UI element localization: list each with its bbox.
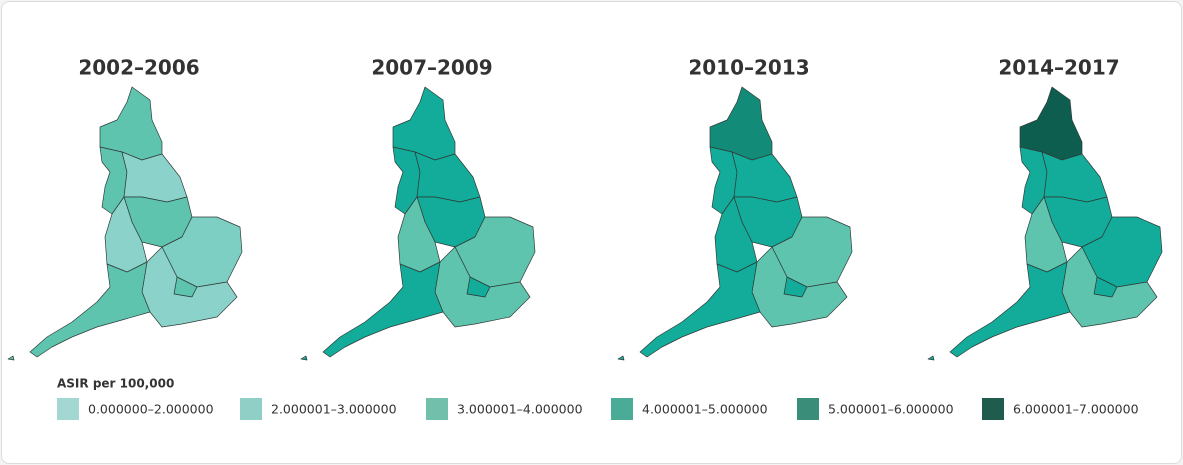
islands <box>927 355 935 361</box>
region <box>1061 246 1158 328</box>
panel-title: 2010–2013 <box>688 56 809 80</box>
legend-label: 4.000001–5.000000 <box>642 402 768 417</box>
region <box>1041 151 1108 203</box>
panel-title: 2007–2009 <box>371 56 492 80</box>
legend-swatch <box>426 398 448 420</box>
panel-title: 2014–2017 <box>998 56 1119 80</box>
legend-label: 3.000001–4.000000 <box>457 402 583 417</box>
region <box>751 246 848 328</box>
legend-label: 2.000001–3.000000 <box>271 402 397 417</box>
region <box>639 261 761 358</box>
england-map <box>617 86 853 361</box>
region <box>434 246 531 328</box>
region <box>141 246 238 328</box>
islands <box>300 355 308 361</box>
legend-label: 5.000001–6.000000 <box>828 402 954 417</box>
england-map <box>7 86 243 361</box>
region <box>121 151 188 203</box>
legend-swatch <box>797 398 819 420</box>
legend-swatch <box>57 398 79 420</box>
legend-swatch <box>240 398 262 420</box>
region <box>949 261 1071 358</box>
region <box>414 151 481 203</box>
region <box>731 151 798 203</box>
legend-label: 0.000000–2.000000 <box>88 402 214 417</box>
region <box>322 261 444 358</box>
islands <box>617 355 625 361</box>
islands <box>7 355 15 361</box>
panel-title: 2002–2006 <box>78 56 199 80</box>
legend-swatch <box>611 398 633 420</box>
england-map <box>927 86 1163 361</box>
legend-swatch <box>982 398 1004 420</box>
region <box>29 261 151 358</box>
legend-title: ASIR per 100,000 <box>57 377 174 391</box>
legend-label: 6.000001–7.000000 <box>1013 402 1139 417</box>
england-map <box>300 86 536 361</box>
